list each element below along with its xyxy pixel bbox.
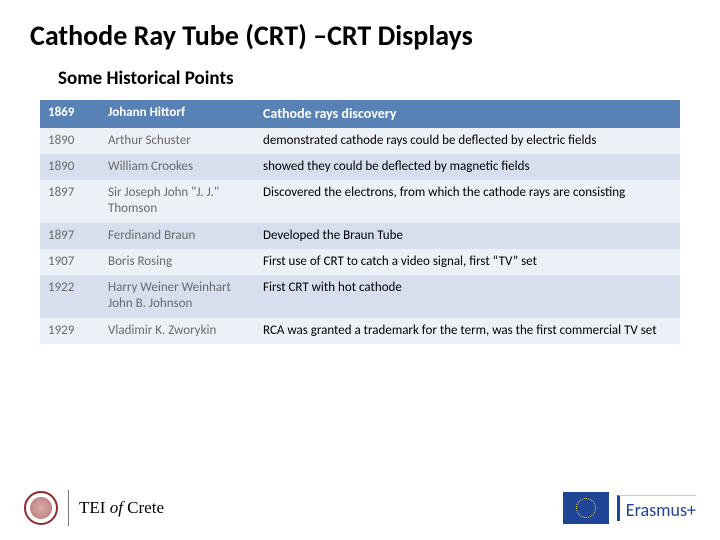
cell-year: 1922 [40,275,100,318]
cell-year: 1890 [40,128,100,154]
footer-right: Erasmus+ [563,492,696,524]
erasmus-label: Erasmus+ [617,495,696,521]
tei-label: TEI of Crete [79,498,164,518]
cell-person: Johann Hittorf [100,100,255,128]
table-row: 1869Johann HittorfCathode rays discovery [40,100,680,128]
table-row: 1890 William Crookesshowed they could be… [40,154,680,180]
cell-person: William Crookes [100,154,255,180]
cell-event: RCA was granted a trademark for the term… [255,318,680,344]
slide-title: Cathode Ray Tube (CRT) –CRT Displays [30,18,690,53]
tei-seal-inner [30,497,52,519]
cell-year: 1897 [40,223,100,249]
table-row: 1922Harry Weiner Weinhart John B. Johnso… [40,275,680,318]
cell-year: 1907 [40,249,100,275]
cell-year: 1869 [40,100,100,128]
cell-year: 1890 [40,154,100,180]
tei-text-1: TEI [79,498,110,517]
footer: TEI of Crete Erasmus+ [0,490,720,526]
table-row: 1890Arthur Schusterdemonstrated cathode … [40,128,680,154]
cell-event: showed they could be deflected by magnet… [255,154,680,180]
slide-subtitle: Some Historical Points [58,67,690,90]
footer-left: TEI of Crete [24,490,164,526]
tei-of: of [110,498,123,517]
cell-person: Boris Rosing [100,249,255,275]
cell-event: demonstrated cathode rays could be defle… [255,128,680,154]
history-table: 1869Johann HittorfCathode rays discovery… [40,100,680,344]
table-row: 1907Boris RosingFirst use of CRT to catc… [40,249,680,275]
cell-person: Vladimir K. Zworykin [100,318,255,344]
tei-seal-icon [24,491,58,525]
cell-event: First use of CRT to catch a video signal… [255,249,680,275]
eu-flag-icon [563,492,609,524]
cell-person: Harry Weiner Weinhart John B. Johnson [100,275,255,318]
cell-event: Discovered the electrons, from which the… [255,180,680,223]
table-row: 1897Ferdinand BraunDeveloped the Braun T… [40,223,680,249]
cell-event: Developed the Braun Tube [255,223,680,249]
tei-text-2: Crete [123,498,164,517]
cell-year: 1929 [40,318,100,344]
table-row: 1897Sir Joseph John "J. J." ThomsonDisco… [40,180,680,223]
cell-event: First CRT with hot cathode [255,275,680,318]
cell-event: Cathode rays discovery [255,100,680,128]
footer-divider [68,490,69,526]
cell-year: 1897 [40,180,100,223]
table-row: 1929Vladimir K. ZworykinRCA was granted … [40,318,680,344]
cell-person: Arthur Schuster [100,128,255,154]
cell-person: Ferdinand Braun [100,223,255,249]
cell-person: Sir Joseph John "J. J." Thomson [100,180,255,223]
